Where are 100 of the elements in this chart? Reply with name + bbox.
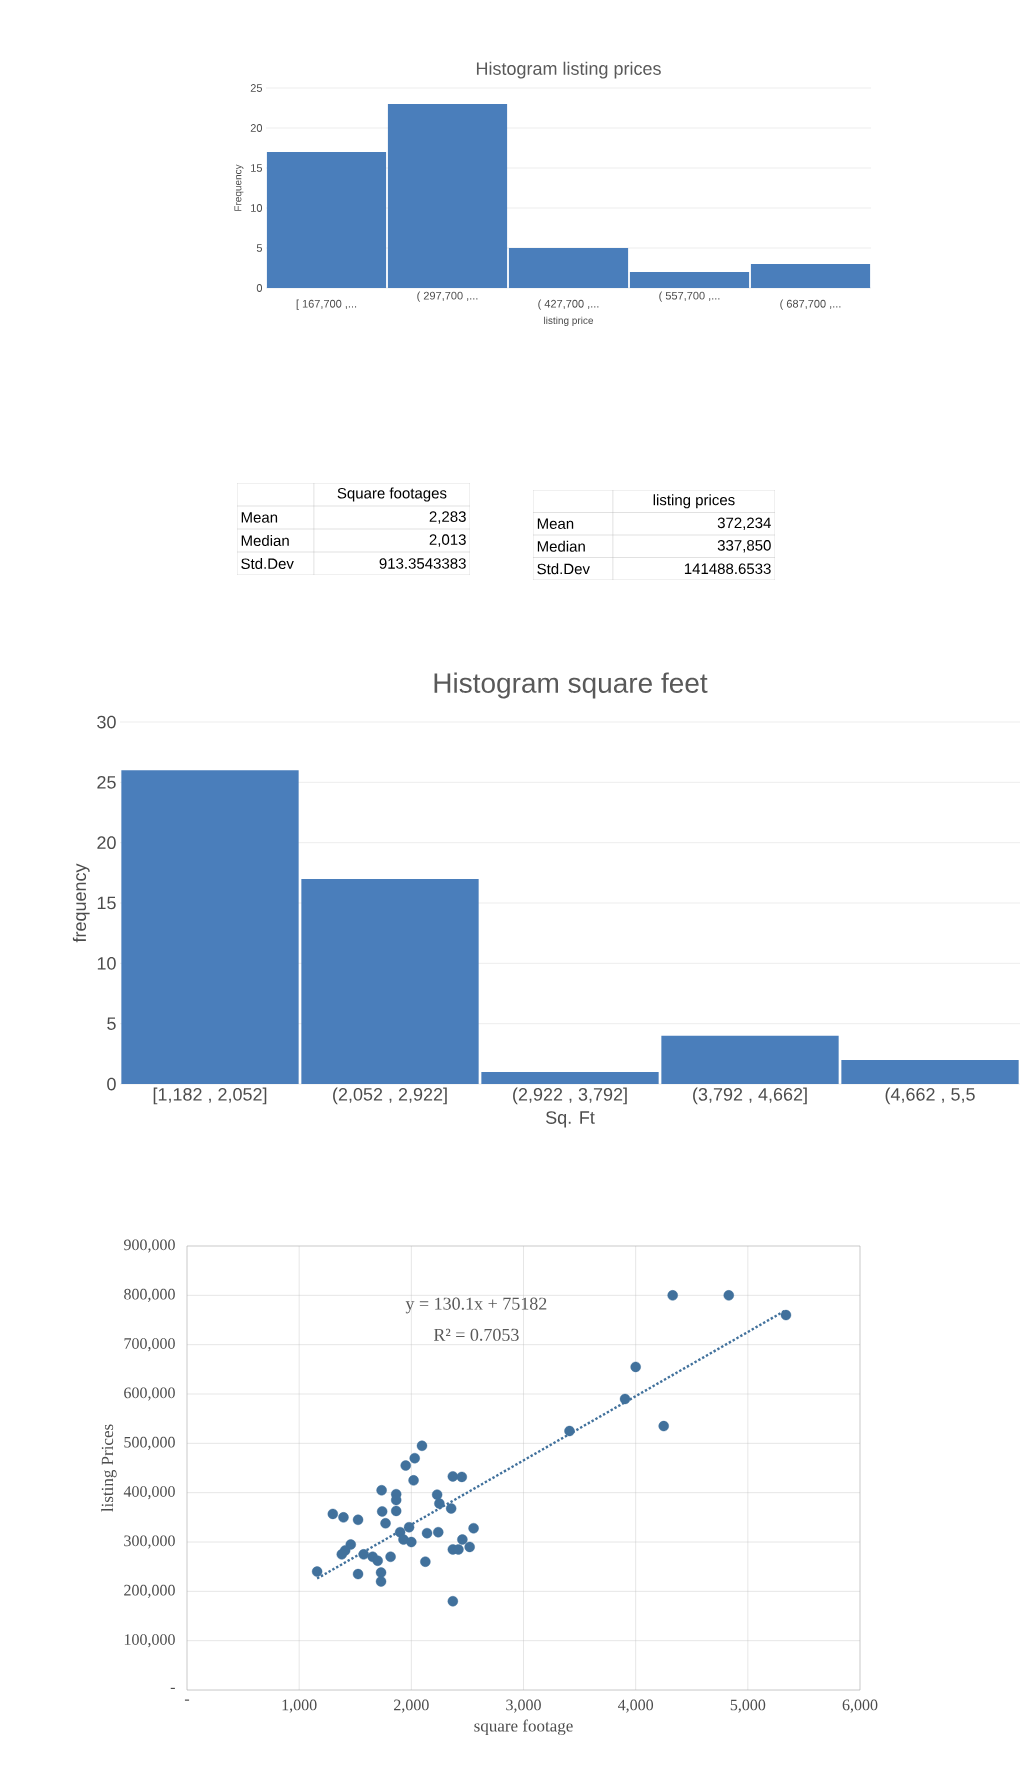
x-tick-label: 1,000: [282, 1699, 317, 1713]
text: 372,234: [717, 517, 771, 530]
point: [420, 1556, 431, 1567]
y-tick-label: 500,000: [124, 1436, 175, 1450]
point: [468, 1523, 479, 1534]
point: [400, 1460, 411, 1471]
point: [345, 1539, 356, 1550]
bar: [387, 104, 508, 288]
point: [391, 1505, 402, 1517]
y-tick-label: 15: [251, 164, 263, 172]
x-tick-label: (2,922 , 3,792]: [513, 1087, 627, 1105]
y-tick-label: 5: [256, 244, 263, 252]
x-tick-label: 4,000: [617, 1699, 654, 1713]
y-tick-label: 5: [107, 1017, 116, 1030]
y-tick-label: 400,000: [123, 1486, 175, 1500]
point: [352, 1568, 364, 1580]
point: [403, 1522, 415, 1533]
y-tick-label: 200,000: [124, 1584, 175, 1598]
text: 2,283: [429, 511, 466, 524]
point: [457, 1534, 468, 1545]
point: [447, 1596, 459, 1607]
bar: [661, 1035, 839, 1085]
y-tick-label: 0: [107, 1077, 116, 1091]
y-tick-label: 300,000: [124, 1535, 175, 1549]
point: [311, 1566, 323, 1577]
point: [327, 1508, 339, 1520]
point: [619, 1393, 631, 1405]
point: [375, 1576, 387, 1587]
point: [376, 1485, 387, 1496]
y-tick-label: 15: [97, 896, 116, 910]
chart-title: Histogram listing prices: [476, 61, 661, 79]
y-tick-label: 700,000: [124, 1338, 175, 1352]
y-tick-label: 30: [97, 715, 116, 729]
x-tick-label: 2,000: [394, 1699, 429, 1713]
text: Median: [537, 540, 585, 552]
x-tick-label: (2,052 , 2,922]: [333, 1087, 447, 1105]
text: listing prices: [653, 494, 735, 509]
x-tick-label: -: [184, 1699, 190, 1701]
point: [416, 1440, 428, 1452]
y-axis-title: Frequency: [234, 164, 244, 211]
text: 141488.6533: [684, 563, 771, 575]
text: Std.Dev: [241, 557, 294, 570]
y-tick-label: 900,000: [124, 1239, 175, 1253]
point: [564, 1425, 575, 1437]
x-tick-label: ( 297,700 ,...: [417, 291, 478, 302]
x-axis-title: listing price: [544, 316, 594, 326]
point: [780, 1309, 792, 1321]
bar: [841, 1059, 1019, 1085]
point: [658, 1420, 669, 1432]
point: [406, 1536, 417, 1548]
point: [376, 1506, 388, 1517]
point: [630, 1361, 641, 1373]
x-tick-label: 3,000: [506, 1699, 541, 1713]
text: Mean: [241, 512, 278, 523]
x-tick-label: [ 167,700 ,...: [296, 299, 357, 310]
y-tick-label: 25: [250, 84, 263, 92]
chart-title: Histogram square feet: [434, 672, 708, 699]
y-tick-label: 800,000: [124, 1288, 175, 1302]
point: [445, 1503, 457, 1514]
point: [434, 1498, 445, 1509]
y-tick-label: 10: [251, 204, 263, 212]
y-tick-label: 100,000: [124, 1634, 175, 1648]
bar: [481, 1071, 659, 1085]
point: [372, 1555, 383, 1566]
point: [338, 1512, 349, 1523]
y-tick-label: 10: [97, 956, 116, 970]
annotation: y = 130.1x + 75182: [405, 1297, 547, 1314]
x-axis-title: square footage: [474, 1719, 573, 1736]
y-tick-label: -: [170, 1687, 175, 1690]
x-tick-label: 5,000: [730, 1699, 766, 1713]
y-axis-title: frequency: [72, 863, 90, 943]
bar: [301, 878, 479, 1085]
text: Mean: [537, 518, 574, 529]
y-tick-label: 20: [250, 124, 263, 132]
text: Median: [241, 534, 289, 547]
point: [464, 1541, 475, 1553]
y-tick-label: 0: [256, 284, 263, 292]
text: Std.Dev: [537, 563, 590, 575]
bar: [750, 264, 871, 288]
point: [380, 1518, 391, 1529]
text: Square footages: [337, 487, 447, 502]
bar: [121, 770, 299, 1085]
annotation: R² = 0.7053: [433, 1328, 519, 1341]
point: [431, 1489, 443, 1500]
y-tick-label: 20: [97, 836, 116, 850]
point: [421, 1527, 433, 1539]
x-tick-label: 6,000: [842, 1699, 878, 1713]
text: 337,850: [717, 540, 771, 553]
point: [409, 1452, 420, 1464]
y-tick-label: 25: [97, 775, 116, 789]
bar: [629, 272, 750, 288]
bar: [266, 152, 387, 288]
y-axis-title: listing Prices: [101, 1424, 117, 1512]
x-tick-label: (4,662 , 5,5: [885, 1087, 975, 1105]
y-tick-label: 600,000: [124, 1387, 175, 1401]
bar: [508, 248, 629, 288]
point: [433, 1526, 444, 1538]
x-tick-label: (3,792 , 4,662]: [693, 1087, 807, 1105]
text: 913.3543383: [379, 558, 466, 569]
point: [358, 1549, 369, 1560]
